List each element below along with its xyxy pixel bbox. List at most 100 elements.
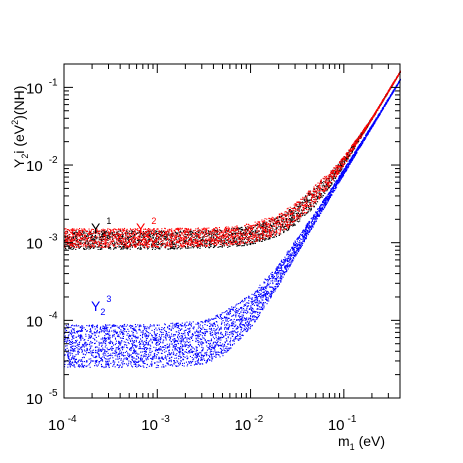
scatter-point [234,239,236,241]
scatter-point [222,245,224,247]
scatter-point [169,245,171,247]
scatter-point [72,237,74,239]
scatter-point [117,235,119,237]
scatter-point [116,246,118,248]
scatter-point [90,248,92,250]
scatter-point [72,244,74,246]
scatter-point [99,244,101,246]
scatter-point [285,216,287,218]
scatter-point [264,218,266,220]
scatter-point [115,247,117,249]
scatter-point [110,240,112,242]
scatter-point [82,229,84,231]
scatter-point [278,226,280,228]
scatter-point [197,246,199,248]
scatter-point [229,227,231,229]
scatter-point [131,234,133,236]
scatter-point [178,246,180,248]
scatter-point [104,240,106,242]
scatter-point [320,196,322,198]
scatter-point [308,199,310,201]
scatter-point [278,214,280,216]
scatter-point [164,237,166,239]
scatter-point [262,222,264,224]
scatter-point [341,161,343,163]
scatter-point [253,235,255,237]
scatter-point [168,234,170,236]
scatter-point [241,238,243,240]
scatter-point [150,240,152,242]
scatter-point [67,232,69,234]
scatter-point [184,242,186,244]
scatter-point [342,165,344,167]
scatter-point [162,243,164,245]
scatter-point [112,230,114,232]
scatter-point [139,235,141,237]
scatter-point [288,227,290,229]
scatter-point [313,202,315,204]
scatter-point [124,238,126,240]
scatter-point [191,233,193,235]
scatter-point [117,229,119,231]
scatter-point [321,185,323,187]
scatter-point [206,227,208,229]
scatter-point [65,248,67,250]
scatter-point [132,236,134,238]
scatter-point [324,192,326,194]
scatter-point [146,231,148,233]
scatter-point [300,209,302,211]
scatter-point [211,239,213,241]
scatter-point [79,243,81,245]
scatter-point [374,114,376,116]
scatter-point [93,246,95,248]
scatter-point [204,231,206,233]
scatter-point [228,230,230,232]
scatter-point [316,185,318,187]
scatter-point [190,231,192,233]
scatter-point [195,241,197,243]
scatter-point [265,223,267,225]
scatter-point [225,227,227,229]
scatter-point [238,243,240,245]
scatter-point [81,233,83,235]
scatter-point [71,238,73,240]
scatter-point [76,231,78,233]
scatter-point [265,229,267,231]
scatter-point [252,224,254,226]
scatter-point [272,223,274,225]
scatter-point [249,241,251,243]
scatter-point [250,228,252,230]
scatter-point [185,231,187,233]
scatter-point [299,202,301,204]
scatter-point [376,109,378,111]
scatter-point [119,242,121,244]
scatter-point [217,231,219,233]
scatter-point [130,236,132,238]
scatter-point [379,103,381,105]
scatter-point [158,247,160,249]
scatter-point [168,243,170,245]
scatter-point [77,238,79,240]
scatter-point [139,238,141,240]
scatter-point [102,236,104,238]
scatter-point [266,226,268,228]
scatter-point [83,228,85,230]
scatter-point [131,246,133,248]
scatter-point [241,233,243,235]
scatter-point [199,240,201,242]
scatter-point [100,246,102,248]
scatter-point [283,218,285,220]
scatter-point [202,231,204,233]
scatter-point [264,227,266,229]
scatter-point [169,237,171,239]
scatter-point [121,244,123,246]
scatter-point [138,235,140,237]
scatter-point [362,134,364,136]
scatter-point [294,216,296,218]
scatter-point [179,231,181,233]
scatter-point [354,140,356,142]
scatter-point [217,237,219,239]
scatter-point [289,225,291,227]
scatter-point [145,243,147,245]
scatter-point [112,236,114,238]
